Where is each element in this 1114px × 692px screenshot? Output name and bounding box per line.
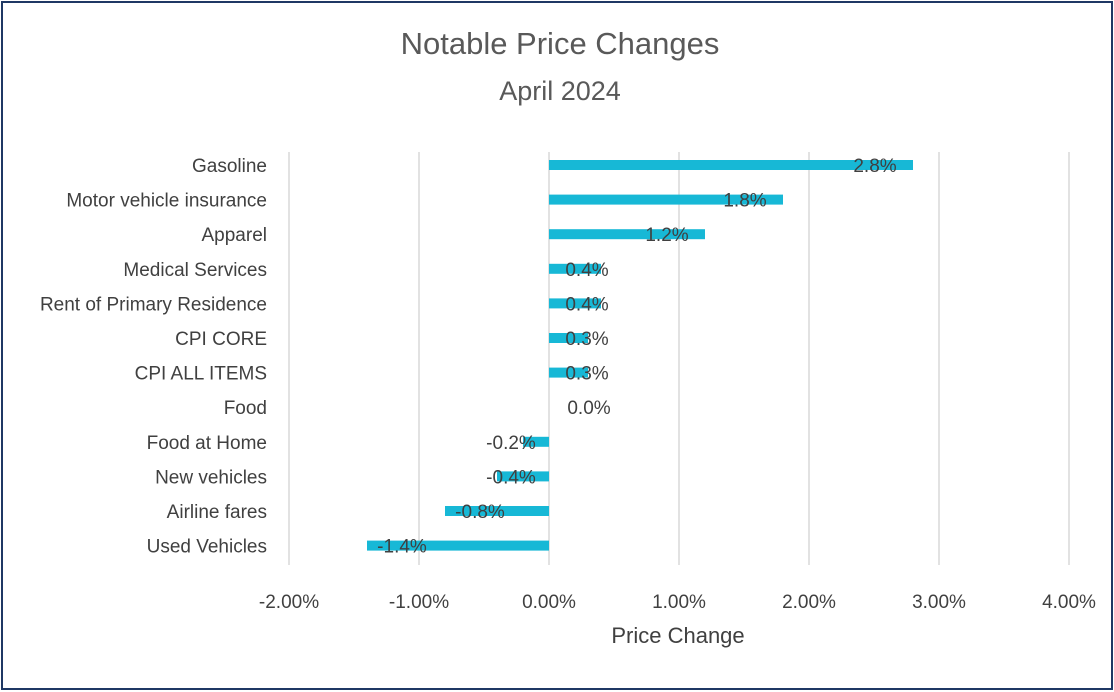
category-label: Apparel [202, 225, 268, 246]
data-label: -0.2% [486, 433, 536, 454]
bar [497, 471, 549, 482]
category-label: Gasoline [192, 156, 267, 177]
bar [445, 506, 549, 516]
bar [549, 333, 588, 343]
x-tick-labels: -2.00% -1.00% 0.00% 1.00% 2.00% 3.00% 4.00% [259, 592, 1096, 613]
x-tick-label: 3.00% [912, 592, 966, 613]
category-label: New vehicles [155, 467, 267, 488]
chart-title: Notable Price Changes [400, 26, 720, 61]
category-label: Medical Services [123, 260, 267, 281]
data-label: 0.4% [565, 294, 608, 315]
data-label: 2.8% [853, 156, 896, 177]
x-tick-label: -2.00% [259, 592, 319, 613]
x-axis-title: Price Change [611, 623, 744, 648]
bar [549, 263, 601, 274]
category-label: Rent of Primary Residence [40, 294, 267, 315]
category-label: Airline fares [167, 502, 267, 523]
bar [549, 194, 783, 205]
bar [523, 436, 549, 447]
x-tick-label: 1.00% [652, 592, 706, 613]
data-label: 1.8% [723, 191, 766, 212]
data-label: -1.4% [377, 537, 427, 558]
x-tick-label: 4.00% [1042, 592, 1096, 613]
x-tick-label: 0.00% [522, 592, 576, 613]
x-tick-label: -1.00% [389, 592, 449, 613]
category-label: Food at Home [147, 433, 267, 454]
data-label: 0.3% [565, 329, 608, 350]
bar [549, 298, 601, 309]
data-label: -0.4% [486, 467, 536, 488]
category-label: CPI ALL ITEMS [135, 364, 267, 385]
data-label: 0.3% [565, 364, 608, 385]
data-label: 1.2% [645, 225, 688, 246]
category-label: Food [224, 398, 267, 419]
data-label: 0.4% [565, 260, 608, 281]
category-label: CPI CORE [175, 329, 267, 350]
gridlines [288, 152, 1070, 565]
bar [367, 540, 549, 551]
category-labels: Gasoline Motor vehicle insurance Apparel Me… [40, 156, 267, 558]
data-label: 0.0% [567, 398, 610, 419]
x-tick-label: 2.00% [782, 592, 836, 613]
data-labels: 2.8% 1.8% 1.2% 0.4% 0.4% 0.3% 0.3% 0.0% -0.2% -0.… [377, 156, 897, 558]
data-label: -0.8% [455, 502, 505, 523]
category-label: Motor vehicle insurance [66, 191, 267, 212]
bar [549, 160, 913, 170]
chart-subtitle: April 2024 [499, 76, 621, 106]
bar [549, 367, 588, 378]
bar [549, 229, 705, 240]
bars [367, 160, 913, 551]
category-label: Used Vehicles [147, 537, 267, 558]
